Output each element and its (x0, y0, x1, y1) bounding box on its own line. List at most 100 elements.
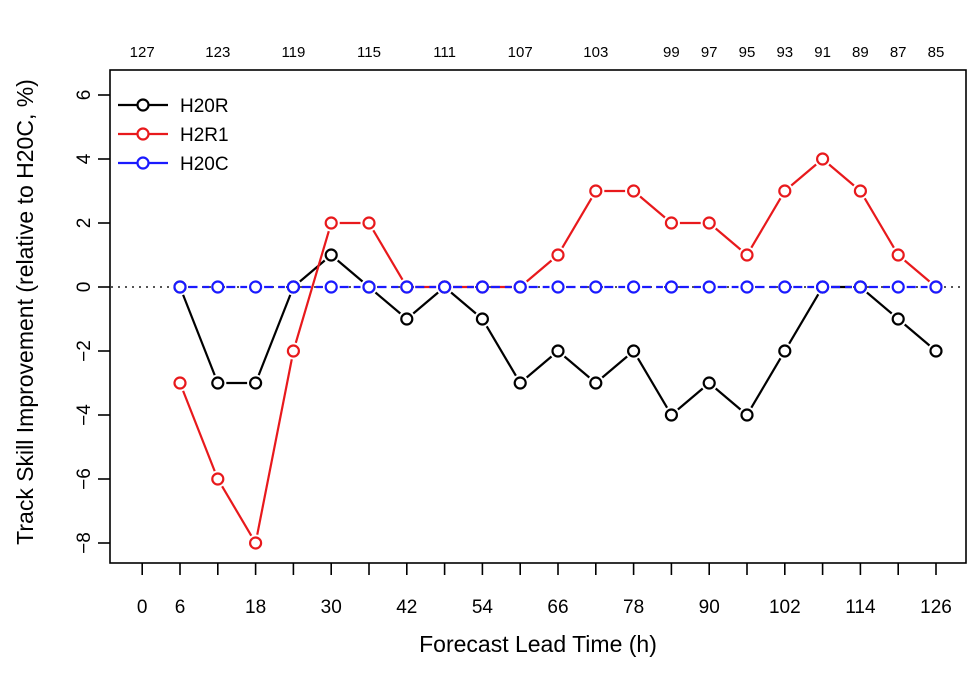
data-point (626, 280, 641, 294)
data-point (475, 280, 489, 294)
series-segment (525, 355, 553, 379)
series-segment (750, 357, 782, 409)
y-tick-label: 4 (74, 153, 95, 164)
x-tick-label: 18 (245, 597, 266, 618)
data-point (778, 184, 792, 198)
data-point (664, 408, 679, 422)
data-point (211, 376, 225, 390)
series-segment (412, 291, 439, 315)
series-segment (677, 387, 704, 411)
y-tick-label: −4 (74, 404, 95, 426)
data-point (438, 280, 452, 294)
top-count-label: 123 (205, 44, 230, 61)
data-point (324, 216, 338, 230)
series-segment (256, 359, 293, 535)
axes-layer: −8 −6 −4 −2 0 2 4 6 0 6 18 30 42 54 66 78 90 102 114 126 127… (74, 44, 952, 618)
top-count-label: 85 (928, 44, 945, 61)
series-segment (182, 390, 216, 472)
legend-marker (136, 98, 150, 112)
top-count-label: 99 (663, 44, 680, 61)
series-layer (173, 152, 943, 550)
x-tick-label: 78 (623, 597, 644, 618)
series-segment (221, 485, 253, 537)
series-segment (903, 259, 931, 283)
data-point (362, 280, 376, 294)
data-point (551, 280, 565, 294)
top-count-label: 95 (739, 44, 756, 61)
y-tick-label: −2 (74, 340, 95, 362)
x-tick-label: 90 (699, 597, 720, 618)
legend-label: H20R (180, 96, 229, 117)
x-tick-label: 126 (920, 597, 952, 618)
series-segment (788, 293, 820, 345)
data-point (626, 344, 641, 358)
data-point (249, 280, 263, 294)
series-segment (563, 355, 591, 379)
data-point (589, 376, 603, 390)
series-segment (561, 197, 593, 249)
x-tick-label: 114 (845, 597, 876, 618)
y-tick-label: 0 (74, 282, 95, 293)
data-point (173, 376, 187, 390)
data-point (551, 248, 565, 262)
plot-frame (109, 69, 967, 564)
y-tick-label: 6 (74, 90, 95, 101)
data-point (400, 280, 414, 294)
data-point (211, 280, 225, 294)
y-tick-label: 2 (74, 218, 95, 229)
data-point (702, 216, 716, 230)
data-point (249, 376, 263, 390)
data-point (513, 280, 527, 294)
x-tick-label: 30 (321, 597, 342, 618)
data-point (324, 248, 338, 262)
series-segment (714, 227, 742, 251)
series-segment (450, 291, 477, 315)
series-segment (485, 325, 517, 377)
data-point (173, 280, 187, 294)
x-tick-label: 66 (547, 597, 568, 618)
top-count-label: 111 (433, 44, 456, 61)
data-point (286, 280, 300, 294)
data-point (362, 216, 376, 230)
legend-label: H20C (180, 154, 229, 175)
series-segment (866, 291, 893, 315)
top-count-label: 89 (852, 44, 869, 61)
data-point (815, 152, 830, 166)
x-tick-label: 102 (769, 597, 801, 618)
series-segment (182, 294, 216, 376)
series-segment (863, 197, 895, 249)
data-point (778, 344, 792, 358)
legend-entry-h20c: H20C (118, 154, 229, 175)
data-point (740, 408, 754, 422)
data-point (589, 184, 603, 198)
data-point (702, 376, 716, 390)
series-h20r (173, 248, 943, 422)
data-point (929, 344, 943, 358)
series-segment (336, 259, 364, 283)
top-count-label: 103 (583, 44, 608, 61)
data-point (626, 184, 641, 198)
series-segment (903, 323, 931, 347)
x-axis-title: Forecast Lead Time (h) (419, 631, 657, 657)
top-count-label: 107 (508, 44, 533, 61)
legend-label: H2R1 (180, 125, 229, 146)
data-point (589, 280, 603, 294)
y-tick-label: −8 (74, 532, 95, 554)
series-segment (636, 357, 669, 409)
data-point (249, 536, 263, 550)
top-count-label: 127 (130, 44, 155, 61)
data-point (286, 344, 300, 358)
y-axis-title: Track Skill Improvement (relative to H20… (12, 79, 38, 545)
series-segment (639, 195, 666, 219)
data-point (815, 280, 830, 294)
y-tick-label: −6 (74, 468, 95, 490)
data-point (853, 280, 868, 294)
legend: H20R H2R1 H20C (118, 96, 229, 175)
data-point (324, 280, 338, 294)
series-segment (828, 163, 855, 187)
data-point (740, 248, 754, 262)
data-point (702, 280, 716, 294)
series-segment (257, 294, 292, 376)
